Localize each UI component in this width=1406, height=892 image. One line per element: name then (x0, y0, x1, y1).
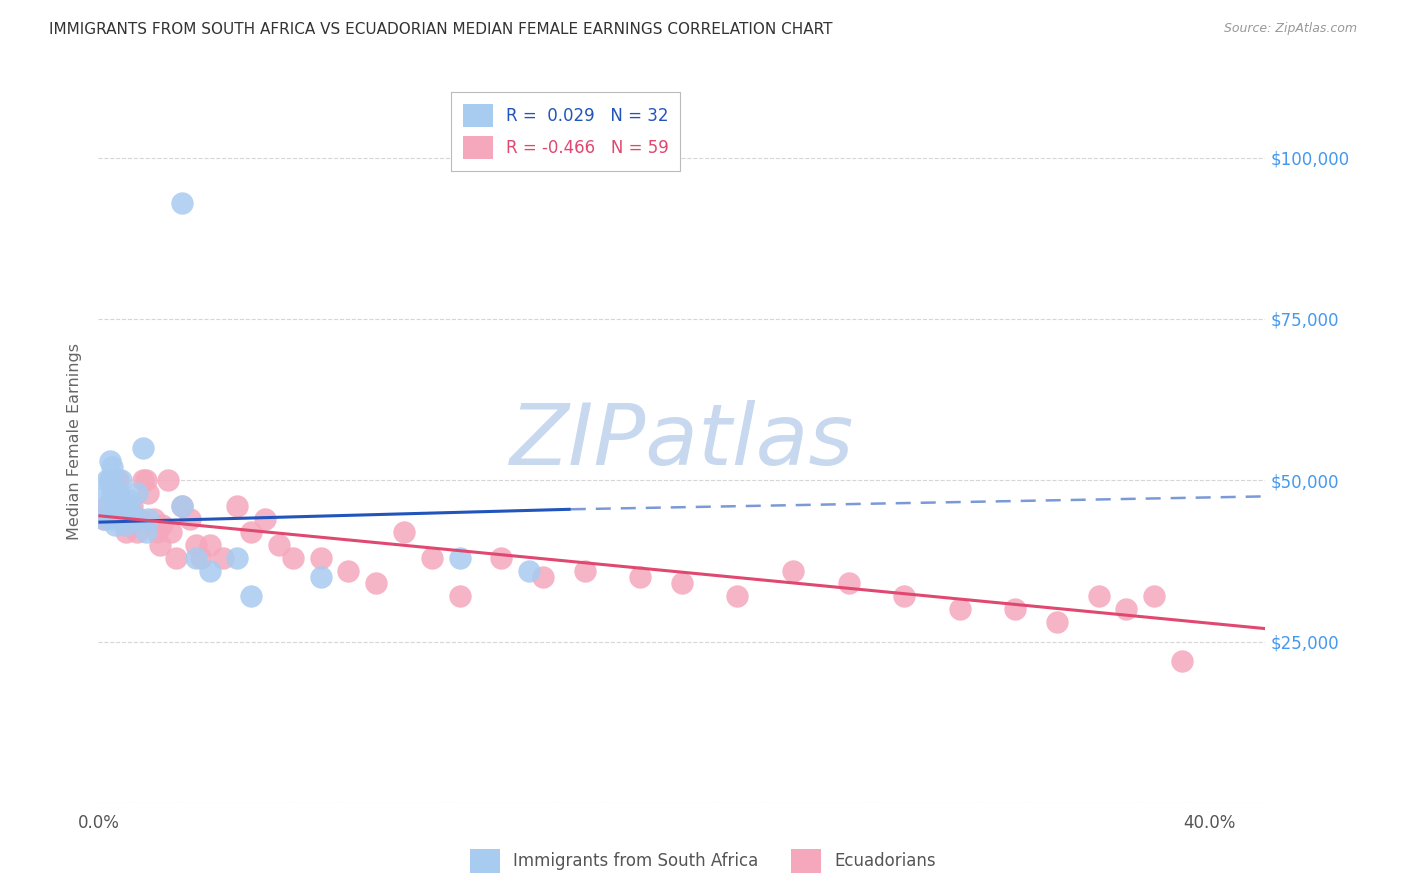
Point (212, 550, 235, 565)
Point (1143, 590, 1166, 604)
Point (281, 550, 304, 565)
Point (165, 550, 187, 565)
Point (366, 576, 388, 591)
Point (98, 473, 121, 487)
Point (170, 195, 193, 210)
Point (838, 576, 860, 591)
Point (96, 486, 118, 500)
Point (226, 499, 249, 513)
Point (107, 473, 129, 487)
Point (143, 512, 166, 526)
Point (110, 512, 132, 526)
Point (127, 486, 149, 500)
Point (309, 570, 332, 584)
Point (98, 473, 121, 487)
Point (949, 602, 972, 616)
Point (179, 512, 201, 526)
Point (121, 506, 143, 520)
Point (110, 473, 132, 487)
Point (893, 590, 915, 604)
Legend: R =  0.029   N = 32, R = -0.466   N = 59: R = 0.029 N = 32, R = -0.466 N = 59 (451, 92, 681, 171)
Point (138, 486, 160, 500)
Point (112, 499, 135, 513)
Point (93, 512, 115, 526)
Point (491, 550, 513, 565)
Point (159, 524, 181, 539)
Point (98, 454, 121, 468)
Point (115, 524, 138, 539)
Point (127, 524, 149, 539)
Point (150, 518, 173, 533)
Point (574, 564, 596, 578)
Point (1046, 615, 1069, 630)
Point (96, 499, 118, 513)
Point (1115, 602, 1137, 616)
Point (184, 550, 207, 565)
Point (184, 538, 207, 552)
Point (93, 512, 115, 526)
Point (135, 524, 157, 539)
Point (115, 518, 138, 533)
Point (101, 512, 124, 526)
Point (135, 473, 157, 487)
Point (628, 570, 651, 584)
Point (138, 512, 160, 526)
Point (132, 473, 155, 487)
Point (118, 492, 141, 507)
Point (170, 499, 193, 513)
Point (517, 564, 540, 578)
Point (226, 550, 249, 565)
Point (727, 590, 749, 604)
Point (104, 499, 127, 513)
Text: IMMIGRANTS FROM SOUTH AFRICA VS ECUADORIAN MEDIAN FEMALE EARNINGS CORRELATION CH: IMMIGRANTS FROM SOUTH AFRICA VS ECUADORI… (49, 22, 832, 37)
Text: ZIPatlas: ZIPatlas (510, 400, 853, 483)
Point (107, 506, 129, 520)
Point (104, 518, 127, 533)
Point (420, 550, 443, 565)
Point (107, 486, 129, 500)
Point (104, 473, 127, 487)
Point (309, 550, 332, 565)
Point (101, 486, 124, 500)
Point (118, 499, 141, 513)
Point (112, 499, 135, 513)
Point (110, 512, 132, 526)
Point (115, 518, 138, 533)
Text: Source: ZipAtlas.com: Source: ZipAtlas.com (1223, 22, 1357, 36)
Point (240, 524, 263, 539)
Point (254, 512, 277, 526)
Point (132, 441, 155, 455)
Point (449, 550, 471, 565)
Point (190, 550, 212, 565)
Point (96, 499, 118, 513)
Point (96, 473, 118, 487)
Point (198, 538, 221, 552)
Point (101, 460, 124, 475)
Point (782, 564, 804, 578)
Point (267, 538, 290, 552)
Point (148, 538, 170, 552)
Point (146, 524, 169, 539)
Point (1171, 654, 1194, 668)
Legend: Immigrants from South Africa, Ecuadorians: Immigrants from South Africa, Ecuadorian… (463, 842, 943, 880)
Point (124, 512, 146, 526)
Point (124, 512, 146, 526)
Point (198, 564, 221, 578)
Point (121, 499, 143, 513)
Point (240, 590, 263, 604)
Y-axis label: Median Female Earnings: Median Female Earnings (67, 343, 83, 540)
Point (129, 512, 152, 526)
Point (449, 590, 471, 604)
Point (392, 524, 415, 539)
Point (170, 499, 193, 513)
Point (1004, 602, 1026, 616)
Point (101, 480, 124, 494)
Point (156, 473, 179, 487)
Point (531, 570, 554, 584)
Point (671, 576, 693, 591)
Point (337, 564, 360, 578)
Point (1087, 590, 1109, 604)
Point (107, 486, 129, 500)
